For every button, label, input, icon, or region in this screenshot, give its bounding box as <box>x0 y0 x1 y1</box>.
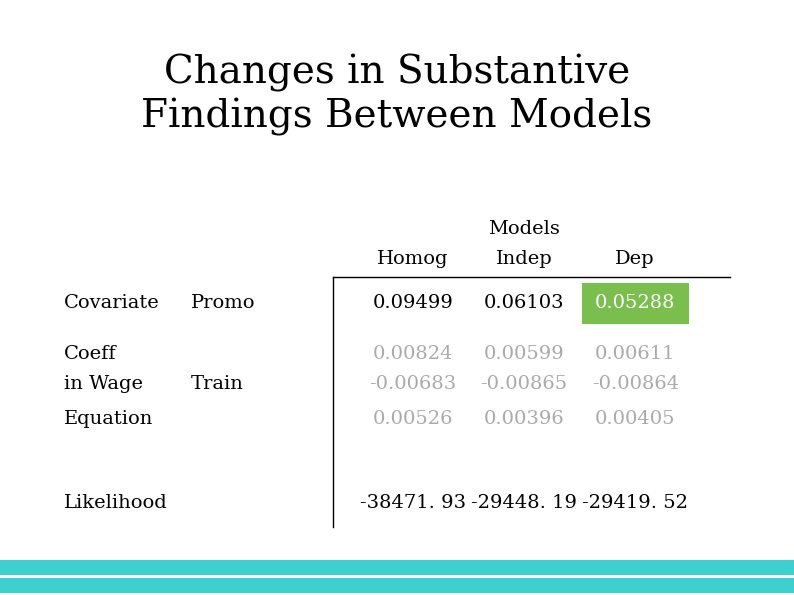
Text: Covariate: Covariate <box>64 295 160 312</box>
Text: 0.00611: 0.00611 <box>595 345 676 363</box>
Text: -0.00864: -0.00864 <box>592 375 679 393</box>
Text: 0.00599: 0.00599 <box>484 345 565 363</box>
Text: 0.00824: 0.00824 <box>372 345 453 363</box>
Text: Coeff: Coeff <box>64 345 116 363</box>
Text: 0.00405: 0.00405 <box>595 411 676 428</box>
Text: Homog: Homog <box>377 250 449 268</box>
FancyBboxPatch shape <box>581 283 689 324</box>
Text: 0.00396: 0.00396 <box>484 411 565 428</box>
Text: -0.00865: -0.00865 <box>480 375 568 393</box>
Text: in Wage: in Wage <box>64 375 142 393</box>
Text: Changes in Substantive
Findings Between Models: Changes in Substantive Findings Between … <box>141 54 653 136</box>
Text: Equation: Equation <box>64 411 153 428</box>
Text: -38471. 93: -38471. 93 <box>360 494 466 512</box>
Text: 0.09499: 0.09499 <box>372 295 453 312</box>
Text: Indep: Indep <box>495 250 553 268</box>
Text: Likelihood: Likelihood <box>64 494 168 512</box>
Text: Models: Models <box>488 220 560 238</box>
Text: 0.06103: 0.06103 <box>484 295 565 312</box>
Text: -29419. 52: -29419. 52 <box>582 494 688 512</box>
Text: Dep: Dep <box>615 250 655 268</box>
Text: Train: Train <box>191 375 244 393</box>
Text: -0.00683: -0.00683 <box>369 375 457 393</box>
Text: Promo: Promo <box>191 295 255 312</box>
Text: 0.05288: 0.05288 <box>595 295 676 312</box>
Text: -29448. 19: -29448. 19 <box>471 494 577 512</box>
Bar <box>0 578 794 593</box>
Text: 0.00526: 0.00526 <box>372 411 453 428</box>
Bar <box>0 560 794 575</box>
